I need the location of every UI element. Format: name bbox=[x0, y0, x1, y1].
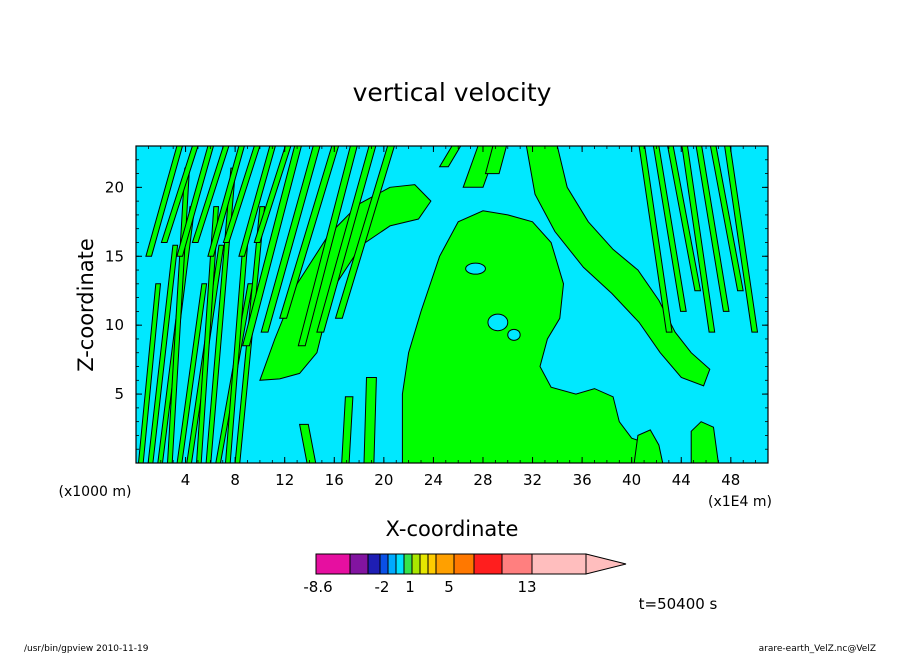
right-wave-band bbox=[695, 146, 730, 312]
right-wave-band bbox=[652, 146, 687, 312]
colorbar-segment bbox=[419, 553, 429, 575]
x-unit-label: (x1000 m) bbox=[59, 484, 132, 500]
colorbar-segment bbox=[387, 553, 397, 575]
mid-left-band bbox=[241, 146, 302, 347]
x-tick-label: 16 bbox=[325, 471, 344, 489]
colorbar-label-5: 13 bbox=[517, 578, 536, 596]
y-tick-label: 5 bbox=[114, 385, 124, 403]
left-cell-band bbox=[147, 244, 179, 463]
footer-right: arare-earth_VelZ.nc@VelZ bbox=[759, 644, 876, 654]
mid-left-band bbox=[334, 146, 395, 319]
right-wave-band bbox=[667, 146, 702, 292]
chart-title: vertical velocity bbox=[353, 78, 552, 107]
x-tick-label: 4 bbox=[181, 471, 191, 489]
colorbar-segment bbox=[435, 553, 455, 575]
right-wave-band bbox=[709, 146, 744, 292]
colorbar-segment bbox=[395, 553, 405, 575]
right-cell-b bbox=[633, 429, 664, 463]
right-wave-band bbox=[681, 146, 716, 333]
colorbar-segment bbox=[367, 553, 381, 575]
left-cell-band bbox=[195, 206, 220, 463]
colorbar-segment bbox=[427, 553, 437, 575]
footer-left: /usr/bin/gpview 2010-11-19 bbox=[24, 644, 149, 654]
upper-left-band bbox=[176, 146, 215, 257]
right-arc bbox=[525, 146, 711, 387]
right-wave-band bbox=[638, 146, 673, 333]
colorbar-label-2: -2 bbox=[375, 578, 390, 596]
downdraft-hole bbox=[465, 262, 486, 275]
x-tick-label: 44 bbox=[672, 471, 691, 489]
y-tick-label: 15 bbox=[105, 247, 124, 265]
left-cell-band bbox=[176, 283, 208, 463]
colorbar-segment bbox=[315, 553, 351, 575]
mid-left-band bbox=[279, 146, 340, 319]
colorbar-segment bbox=[501, 553, 533, 575]
surface-cell bbox=[341, 396, 354, 463]
colorbar-arrow bbox=[585, 553, 627, 575]
updraft-core bbox=[401, 210, 664, 463]
x-tick-label: 48 bbox=[721, 471, 740, 489]
colorbar-label-4: 5 bbox=[444, 578, 454, 596]
upper-left-band bbox=[253, 146, 292, 243]
upper-left-band bbox=[222, 146, 261, 243]
downdraft-hole bbox=[507, 328, 521, 341]
right-cell-a bbox=[690, 421, 719, 463]
right-wave-band bbox=[724, 146, 759, 333]
colorbar-segment bbox=[379, 553, 389, 575]
colorbar-segment bbox=[411, 553, 421, 575]
colorbar-segment bbox=[473, 553, 503, 575]
upper-left-band bbox=[238, 146, 276, 257]
y-tick-label: 10 bbox=[105, 316, 124, 334]
colorbar bbox=[315, 553, 627, 575]
surface-cell bbox=[298, 423, 317, 463]
mid-left-band bbox=[260, 146, 321, 333]
x-tick-label: 40 bbox=[622, 471, 641, 489]
colorbar-segment bbox=[531, 553, 587, 575]
colorbar-segment bbox=[453, 553, 475, 575]
x-tick-label: 12 bbox=[275, 471, 294, 489]
upper-left-band bbox=[160, 146, 199, 243]
colorbar-label-3: 1 bbox=[405, 578, 415, 596]
y-tick-label: 20 bbox=[105, 178, 124, 196]
x-tick-label: 36 bbox=[573, 471, 592, 489]
x-scale-note: (x1E4 m) bbox=[708, 494, 772, 510]
x-tick-label: 8 bbox=[230, 471, 240, 489]
upper-left-band bbox=[207, 146, 245, 257]
mid-left-band bbox=[297, 146, 358, 347]
upper-left-band bbox=[145, 146, 184, 257]
x-tick-label: 28 bbox=[473, 471, 492, 489]
top-cell bbox=[438, 146, 462, 168]
x-tick-label: 20 bbox=[374, 471, 393, 489]
colorbar-segment bbox=[403, 553, 413, 575]
y-axis-label: Z-coordinate bbox=[74, 238, 98, 372]
downdraft-hole bbox=[487, 313, 509, 332]
plot-frame bbox=[135, 145, 769, 464]
velocity-field bbox=[137, 146, 759, 463]
left-cell-band bbox=[137, 283, 162, 463]
colorbar-label-1: -8.6 bbox=[303, 578, 332, 596]
surface-cell bbox=[363, 377, 377, 463]
mid-left-band bbox=[316, 146, 377, 333]
upper-left-band bbox=[191, 146, 230, 243]
x-tick-label: 32 bbox=[523, 471, 542, 489]
time-label: t=50400 s bbox=[639, 595, 718, 613]
colorbar-segment bbox=[349, 553, 369, 575]
top-cell bbox=[462, 146, 499, 188]
x-axis-label: X-coordinate bbox=[386, 517, 519, 541]
x-tick-label: 24 bbox=[424, 471, 443, 489]
top-cell bbox=[484, 146, 508, 175]
